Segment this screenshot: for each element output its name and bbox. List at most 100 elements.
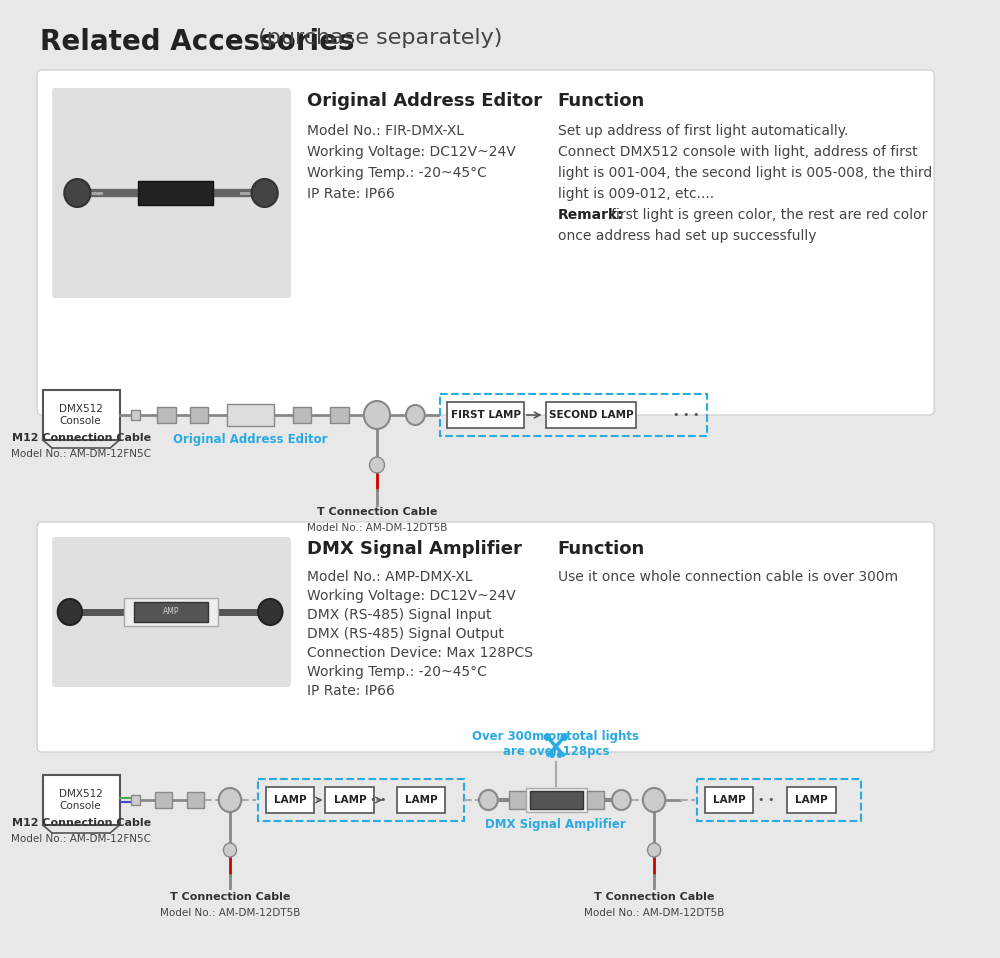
Text: Model No.: AM-DM-12DT5B: Model No.: AM-DM-12DT5B bbox=[584, 908, 724, 918]
Circle shape bbox=[544, 733, 551, 741]
FancyBboxPatch shape bbox=[37, 522, 934, 752]
Text: DMX512
Console: DMX512 Console bbox=[59, 404, 103, 425]
Circle shape bbox=[549, 752, 555, 758]
Text: DMX (RS-485) Signal Input: DMX (RS-485) Signal Input bbox=[307, 608, 491, 622]
Text: Model No.: AM-DM-12FN5C: Model No.: AM-DM-12FN5C bbox=[11, 834, 151, 844]
Text: DMX Signal Amplifier: DMX Signal Amplifier bbox=[485, 818, 626, 831]
Text: once address had set up successfully: once address had set up successfully bbox=[558, 229, 816, 243]
Text: Over 300m or total lights
are over 128pcs: Over 300m or total lights are over 128pc… bbox=[472, 730, 639, 758]
Bar bbox=[43, 775, 120, 825]
Bar bbox=[266, 787, 314, 813]
Bar bbox=[530, 791, 583, 809]
Text: LAMP: LAMP bbox=[713, 795, 745, 805]
Text: light is 001-004, the second light is 005-008, the third: light is 001-004, the second light is 00… bbox=[558, 166, 932, 180]
Circle shape bbox=[479, 790, 498, 810]
Text: T Connection Cable: T Connection Cable bbox=[170, 892, 290, 902]
Bar bbox=[293, 407, 311, 423]
Text: M12 Connection Cable: M12 Connection Cable bbox=[12, 433, 151, 443]
Text: Model No.: AMP-DMX-XL: Model No.: AMP-DMX-XL bbox=[307, 570, 472, 584]
Text: FIRST LAMP: FIRST LAMP bbox=[451, 410, 521, 420]
Text: Model No.: FIR-DMX-XL: Model No.: FIR-DMX-XL bbox=[307, 124, 464, 138]
Text: Working Temp.: -20~45°C: Working Temp.: -20~45°C bbox=[307, 166, 487, 180]
Bar bbox=[131, 410, 140, 420]
Bar bbox=[187, 792, 204, 808]
Bar bbox=[325, 787, 374, 813]
Text: DMX (RS-485) Signal Output: DMX (RS-485) Signal Output bbox=[307, 627, 504, 641]
Bar bbox=[787, 787, 836, 813]
Circle shape bbox=[64, 179, 90, 207]
FancyBboxPatch shape bbox=[52, 537, 291, 687]
Circle shape bbox=[561, 733, 568, 741]
Text: Working Voltage: DC12V~24V: Working Voltage: DC12V~24V bbox=[307, 589, 516, 603]
Circle shape bbox=[643, 788, 665, 812]
Text: DMX512
Console: DMX512 Console bbox=[59, 789, 103, 810]
Text: LAMP: LAMP bbox=[334, 795, 366, 805]
Bar bbox=[447, 402, 524, 428]
Bar bbox=[509, 791, 526, 809]
Text: Function: Function bbox=[558, 540, 645, 558]
Text: Original Address Editor: Original Address Editor bbox=[173, 433, 328, 446]
Circle shape bbox=[612, 790, 631, 810]
Bar bbox=[155, 792, 172, 808]
Bar bbox=[697, 779, 861, 821]
Text: • • •: • • • bbox=[673, 410, 699, 420]
Text: • •: • • bbox=[370, 795, 386, 805]
Bar bbox=[330, 407, 349, 423]
Text: (purchase separately): (purchase separately) bbox=[251, 28, 502, 48]
Text: Connection Device: Max 128PCS: Connection Device: Max 128PCS bbox=[307, 646, 533, 660]
Text: Original Address Editor: Original Address Editor bbox=[307, 92, 542, 110]
FancyBboxPatch shape bbox=[37, 70, 934, 415]
Text: LAMP: LAMP bbox=[405, 795, 437, 805]
Bar bbox=[526, 788, 587, 812]
Bar bbox=[124, 598, 218, 626]
Text: DMX Signal Amplifier: DMX Signal Amplifier bbox=[307, 540, 522, 558]
Text: LAMP: LAMP bbox=[795, 795, 828, 805]
Text: AMP: AMP bbox=[163, 607, 179, 617]
Bar bbox=[131, 795, 140, 805]
Text: first light is green color, the rest are red color: first light is green color, the rest are… bbox=[611, 208, 927, 222]
Text: IP Rate: IP66: IP Rate: IP66 bbox=[307, 684, 395, 698]
Circle shape bbox=[223, 843, 237, 857]
Circle shape bbox=[252, 179, 278, 207]
Text: Model No.: AM-DM-12DT5B: Model No.: AM-DM-12DT5B bbox=[307, 523, 447, 533]
Text: SECOND LAMP: SECOND LAMP bbox=[549, 410, 634, 420]
Text: M12 Connection Cable: M12 Connection Cable bbox=[12, 818, 151, 828]
Text: IP Rate: IP66: IP Rate: IP66 bbox=[307, 187, 395, 201]
Circle shape bbox=[557, 752, 562, 758]
Bar bbox=[43, 390, 120, 440]
Bar bbox=[134, 602, 208, 622]
Bar bbox=[705, 787, 753, 813]
Bar bbox=[397, 787, 445, 813]
Circle shape bbox=[258, 599, 282, 625]
Bar bbox=[157, 407, 176, 423]
Text: Use it once whole connection cable is over 300m: Use it once whole connection cable is ov… bbox=[558, 570, 898, 584]
Text: Connect DMX512 console with light, address of first: Connect DMX512 console with light, addre… bbox=[558, 145, 917, 159]
Circle shape bbox=[648, 843, 661, 857]
Text: Model No.: AM-DM-12FN5C: Model No.: AM-DM-12FN5C bbox=[11, 449, 151, 459]
Bar bbox=[546, 402, 636, 428]
FancyBboxPatch shape bbox=[52, 88, 291, 298]
Text: Remark:: Remark: bbox=[558, 208, 623, 222]
Circle shape bbox=[370, 457, 384, 473]
Bar bbox=[138, 181, 213, 205]
Text: T Connection Cable: T Connection Cable bbox=[317, 507, 437, 517]
Bar bbox=[258, 779, 464, 821]
Text: • •: • • bbox=[758, 795, 775, 805]
Circle shape bbox=[364, 401, 390, 429]
Text: Working Temp.: -20~45°C: Working Temp.: -20~45°C bbox=[307, 665, 487, 679]
Text: Set up address of first light automatically.: Set up address of first light automatica… bbox=[558, 124, 848, 138]
Circle shape bbox=[58, 599, 82, 625]
Circle shape bbox=[406, 405, 425, 425]
Text: Model No.: AM-DM-12DT5B: Model No.: AM-DM-12DT5B bbox=[160, 908, 300, 918]
Text: LAMP: LAMP bbox=[274, 795, 306, 805]
Text: Function: Function bbox=[558, 92, 645, 110]
Bar bbox=[440, 394, 707, 436]
Text: light is 009-012, etc....: light is 009-012, etc.... bbox=[558, 187, 714, 201]
Bar bbox=[587, 791, 604, 809]
Bar bbox=[227, 404, 274, 426]
Bar bbox=[190, 407, 208, 423]
Text: Working Voltage: DC12V~24V: Working Voltage: DC12V~24V bbox=[307, 145, 516, 159]
Circle shape bbox=[219, 788, 241, 812]
Text: T Connection Cable: T Connection Cable bbox=[594, 892, 714, 902]
Text: Related Accessories: Related Accessories bbox=[40, 28, 354, 56]
